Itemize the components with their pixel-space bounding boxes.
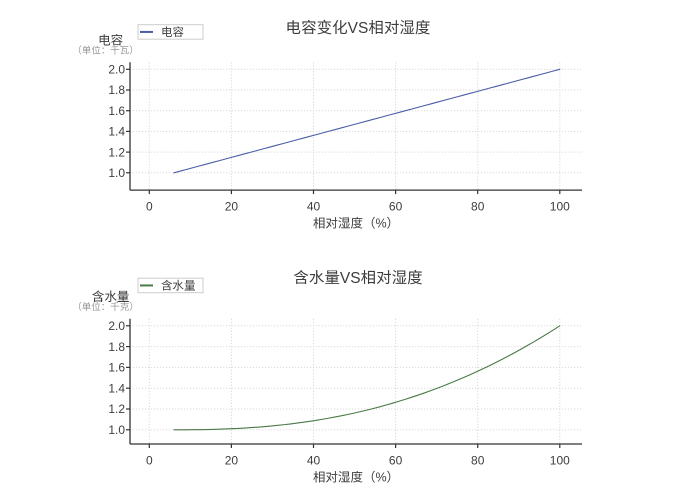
svg-text:100: 100 bbox=[550, 454, 570, 468]
svg-text:1.6: 1.6 bbox=[108, 361, 125, 375]
svg-text:20: 20 bbox=[225, 200, 239, 214]
svg-text:电容: 电容 bbox=[161, 26, 184, 39]
svg-text:40: 40 bbox=[307, 200, 321, 214]
svg-text:1.4: 1.4 bbox=[108, 125, 125, 139]
svg-text:100: 100 bbox=[550, 200, 570, 214]
svg-text:相对湿度（%）: 相对湿度（%） bbox=[313, 217, 399, 231]
svg-text:80: 80 bbox=[471, 454, 485, 468]
svg-text:1.2: 1.2 bbox=[108, 145, 125, 159]
svg-text:60: 60 bbox=[389, 200, 403, 214]
svg-text:相对湿度（%）: 相对湿度（%） bbox=[313, 471, 399, 485]
svg-text:80: 80 bbox=[471, 200, 485, 214]
svg-text:1.2: 1.2 bbox=[108, 402, 125, 416]
svg-text:2.0: 2.0 bbox=[108, 319, 125, 333]
svg-text:40: 40 bbox=[307, 454, 321, 468]
svg-text:电容变化VS相对湿度: 电容变化VS相对湿度 bbox=[286, 19, 431, 37]
svg-text:0: 0 bbox=[146, 454, 153, 468]
svg-text:0: 0 bbox=[146, 200, 153, 214]
svg-text:1.0: 1.0 bbox=[108, 423, 125, 437]
svg-text:2.0: 2.0 bbox=[108, 63, 125, 77]
svg-text:（单位：千瓦）: （单位：千瓦） bbox=[72, 45, 139, 57]
svg-text:1.8: 1.8 bbox=[108, 340, 125, 354]
svg-text:1.8: 1.8 bbox=[108, 83, 125, 97]
svg-text:1.4: 1.4 bbox=[108, 381, 125, 395]
svg-text:1.6: 1.6 bbox=[108, 104, 125, 118]
svg-text:含水量: 含水量 bbox=[161, 280, 196, 293]
svg-text:1.0: 1.0 bbox=[108, 166, 125, 180]
svg-text:（单位：千克）: （单位：千克） bbox=[72, 301, 139, 313]
svg-text:20: 20 bbox=[225, 454, 239, 468]
svg-text:含水量VS相对湿度: 含水量VS相对湿度 bbox=[293, 269, 422, 287]
svg-text:60: 60 bbox=[389, 454, 403, 468]
